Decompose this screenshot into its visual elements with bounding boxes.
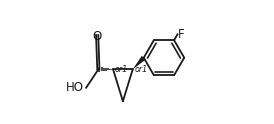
Text: HO: HO: [66, 81, 84, 94]
Text: F: F: [178, 28, 185, 41]
Text: or1: or1: [134, 65, 147, 74]
Text: or1: or1: [115, 65, 128, 74]
Text: O: O: [93, 30, 102, 43]
Polygon shape: [133, 56, 146, 69]
